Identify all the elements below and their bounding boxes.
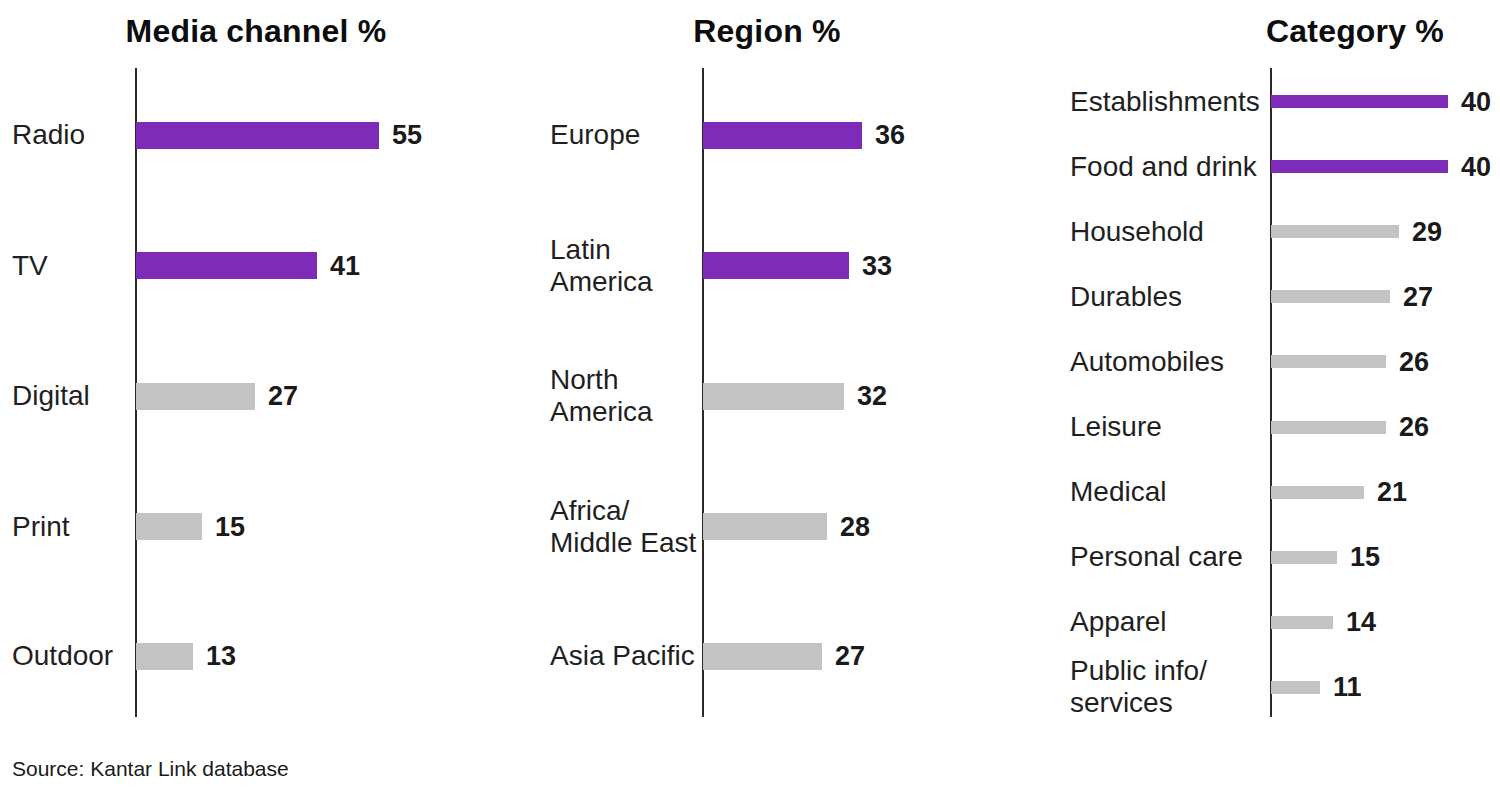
value-label: 27 xyxy=(835,639,865,673)
bar xyxy=(136,643,193,670)
bar xyxy=(136,513,202,540)
value-label: 26 xyxy=(1399,345,1429,379)
bar xyxy=(1271,681,1320,694)
bar xyxy=(703,252,849,279)
value-label: 15 xyxy=(1350,540,1380,574)
value-label: 11 xyxy=(1333,670,1362,704)
bar xyxy=(1271,160,1448,173)
category-label: Public info/ services xyxy=(1070,642,1268,732)
category-label: Radio xyxy=(12,90,132,180)
category-label: TV xyxy=(12,221,132,311)
source-note: Source: Kantar Link database xyxy=(12,756,289,782)
category-label: Outdoor xyxy=(12,611,132,701)
bar xyxy=(136,252,317,279)
bar xyxy=(1271,616,1333,629)
value-label: 32 xyxy=(857,379,887,413)
bar xyxy=(1271,95,1448,108)
bar xyxy=(1271,225,1399,238)
bar xyxy=(703,383,844,410)
value-label: 40 xyxy=(1461,85,1491,119)
value-label: 36 xyxy=(875,118,905,152)
bar xyxy=(1271,551,1337,564)
bar xyxy=(136,122,379,149)
category-label: Asia Pacific xyxy=(550,611,700,701)
value-label: 41 xyxy=(330,249,360,283)
chart-title-region: Region % xyxy=(567,12,967,50)
category-label: Africa/ Middle East xyxy=(550,482,700,572)
value-label: 21 xyxy=(1377,475,1407,509)
value-label: 55 xyxy=(392,118,422,152)
chart-title-media-channel: Media channel % xyxy=(56,12,456,50)
category-label: North America xyxy=(550,351,700,441)
value-label: 13 xyxy=(206,639,236,673)
category-label: Europe xyxy=(550,90,700,180)
value-label: 26 xyxy=(1399,410,1429,444)
bar xyxy=(1271,486,1364,499)
category-label: Print xyxy=(12,482,132,572)
bar xyxy=(703,122,862,149)
value-label: 14 xyxy=(1346,605,1376,639)
value-label: 33 xyxy=(862,249,892,283)
value-label: 27 xyxy=(1403,280,1433,314)
chart-title-category: Category % xyxy=(1155,12,1500,50)
value-label: 40 xyxy=(1461,150,1491,184)
bar xyxy=(1271,355,1386,368)
kantar-media-report-canvas: Media channel % Radio 55 TV 41 Digital 27 Prin… xyxy=(0,0,1500,800)
bar xyxy=(1271,421,1386,434)
value-label: 28 xyxy=(840,510,870,544)
value-label: 29 xyxy=(1412,215,1442,249)
bar xyxy=(136,383,255,410)
value-label: 27 xyxy=(268,379,298,413)
category-label: Digital xyxy=(12,351,132,441)
bar xyxy=(1271,290,1390,303)
value-label: 15 xyxy=(215,510,245,544)
bar xyxy=(703,643,822,670)
category-label: Latin America xyxy=(550,221,700,311)
bar xyxy=(703,513,827,540)
